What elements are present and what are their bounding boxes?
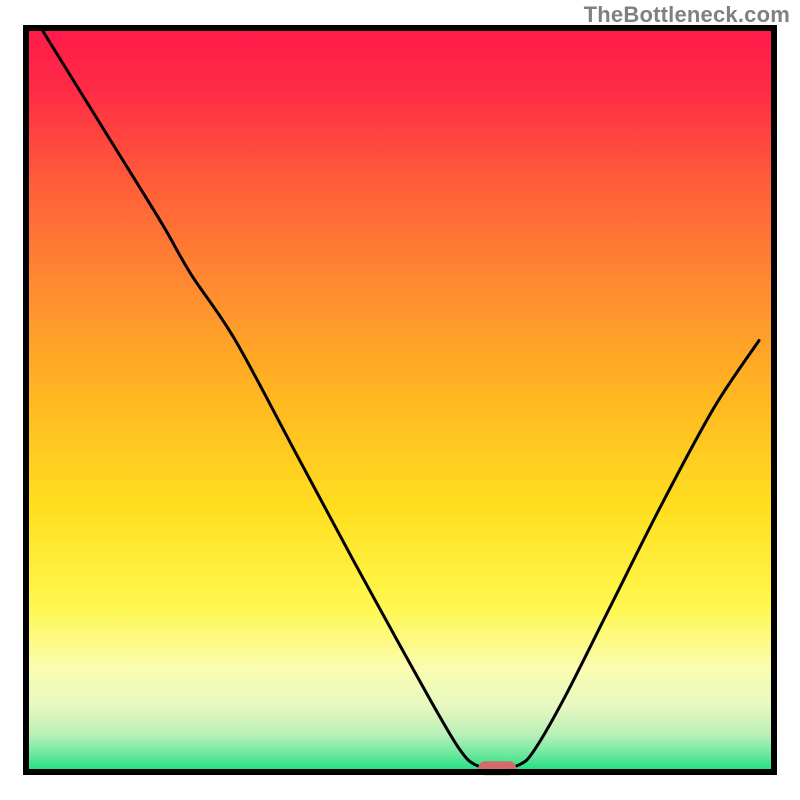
chart-svg bbox=[0, 0, 800, 800]
chart-background bbox=[26, 28, 774, 772]
watermark-text: TheBottleneck.com bbox=[584, 2, 790, 28]
bottleneck-chart bbox=[0, 0, 800, 800]
